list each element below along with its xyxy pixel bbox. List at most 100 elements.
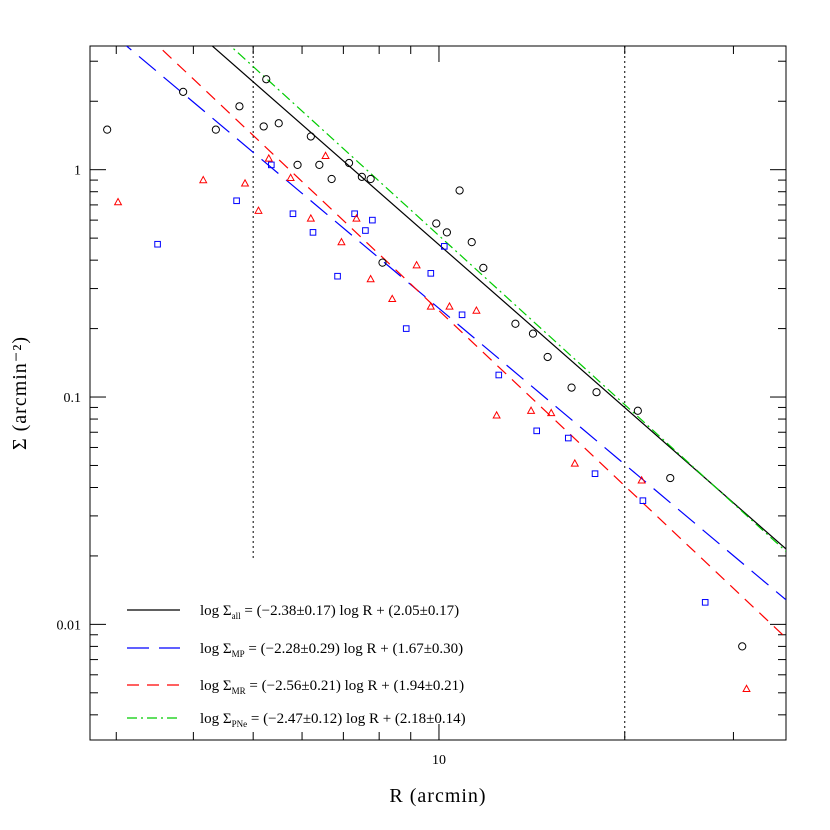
legend-subscript: MP [232, 649, 245, 659]
point-MR [472, 305, 481, 314]
point-all [103, 125, 112, 134]
point-MP [458, 311, 466, 319]
point-all [344, 158, 354, 168]
point-MR [352, 213, 361, 222]
fit-line-MR [157, 46, 786, 639]
point-MP [427, 270, 435, 277]
point-all [179, 87, 188, 96]
legend-label: log Σ [200, 603, 232, 619]
legend: log Σall = (−2.38±0.17) log R + (2.05±0.… [127, 603, 466, 729]
point-MP [233, 197, 240, 205]
point-MP [362, 227, 369, 234]
point-all [432, 219, 441, 228]
point-MR [426, 301, 436, 310]
point-all [467, 238, 476, 247]
point-all [455, 186, 464, 195]
axis-ticks [90, 46, 786, 740]
fit-lines [125, 46, 786, 639]
point-all [442, 228, 451, 237]
fit-line-PNe [229, 46, 786, 552]
y-axis-label: Σ (arcmin⁻²) [9, 336, 31, 450]
point-MR [337, 237, 346, 246]
vertical-markers [252, 46, 626, 740]
legend-subscript: all [232, 611, 241, 621]
point-MP [402, 325, 410, 332]
point-MP [591, 470, 599, 477]
point-MR [198, 175, 208, 184]
point-all [357, 172, 366, 181]
point-all [306, 132, 315, 141]
point-MP [289, 210, 297, 218]
data-points [103, 75, 751, 693]
x-tick-label: 10 [432, 753, 446, 768]
legend-entry-all: log Σall = (−2.38±0.17) log R + (2.05±0.… [200, 603, 459, 621]
legend-entry-MR: log ΣMR = (−2.56±0.21) log R + (1.94±0.2… [200, 678, 464, 696]
legend-label: log Σ [200, 641, 232, 657]
point-all [543, 352, 552, 362]
point-all [528, 329, 538, 338]
point-all [259, 122, 268, 131]
legend-equation: = (−2.56±0.21) log R + (1.94±0.21) [246, 678, 465, 694]
point-MR [240, 178, 250, 187]
y-tick-label: 0.01 [57, 618, 82, 633]
point-MP [334, 272, 341, 280]
point-all [511, 319, 520, 328]
x-axis-label: R (arcmin) [389, 785, 486, 807]
legend-equation: = (−2.38±0.17) log R + (2.05±0.17) [241, 603, 460, 619]
point-all [293, 160, 302, 169]
point-all [235, 102, 244, 111]
point-MP [639, 497, 647, 504]
legend-entry-PNe: log ΣPNe = (−2.47±0.12) log R + (2.18±0.… [200, 711, 466, 729]
point-all [315, 160, 324, 169]
point-MP [564, 434, 572, 442]
point-MR [254, 206, 263, 214]
point-all [262, 75, 271, 84]
point-MR [113, 197, 123, 206]
point-MR [412, 260, 421, 269]
legend-label: log Σ [200, 678, 232, 694]
point-all [211, 125, 220, 134]
point-MP [268, 161, 275, 169]
point-MR [570, 458, 580, 467]
point-MP [495, 371, 503, 379]
point-all [378, 258, 387, 267]
point-all [738, 642, 747, 651]
legend-subscript: MR [232, 686, 246, 696]
point-MP [701, 599, 709, 606]
point-all [327, 174, 336, 184]
point-MR [445, 301, 454, 310]
point-all [479, 263, 488, 272]
point-MR [546, 408, 556, 417]
legend-entry-MP: log ΣMP = (−2.28±0.29) log R + (1.67±0.3… [200, 641, 463, 659]
point-MP [533, 427, 541, 435]
y-tick-label: 0.1 [64, 391, 82, 406]
point-MP [309, 229, 317, 236]
y-tick-label: 1 [74, 164, 81, 179]
point-MP [440, 243, 448, 250]
point-MR [387, 294, 397, 303]
point-MP [369, 216, 376, 224]
point-all [592, 388, 601, 397]
legend-equation: = (−2.28±0.29) log R + (1.67±0.30) [245, 641, 464, 657]
point-MR [492, 410, 501, 419]
point-MR [264, 153, 274, 162]
point-MR [742, 684, 751, 693]
legend-subscript: PNe [232, 719, 248, 729]
point-MP [154, 240, 161, 248]
point-MR [321, 151, 330, 159]
point-all [666, 473, 675, 483]
point-all [633, 406, 642, 415]
point-MR [637, 475, 646, 484]
point-MR [286, 173, 295, 182]
point-MR [366, 274, 375, 283]
point-all [366, 174, 375, 184]
legend-equation: = (−2.47±0.12) log R + (2.18±0.14) [247, 711, 466, 727]
plot-frame [89, 45, 787, 741]
point-all [274, 119, 283, 128]
point-MR [306, 213, 316, 222]
point-MR [526, 406, 536, 414]
fit-line-MP [125, 46, 786, 601]
point-all [567, 383, 576, 392]
legend-label: log Σ [200, 711, 232, 727]
